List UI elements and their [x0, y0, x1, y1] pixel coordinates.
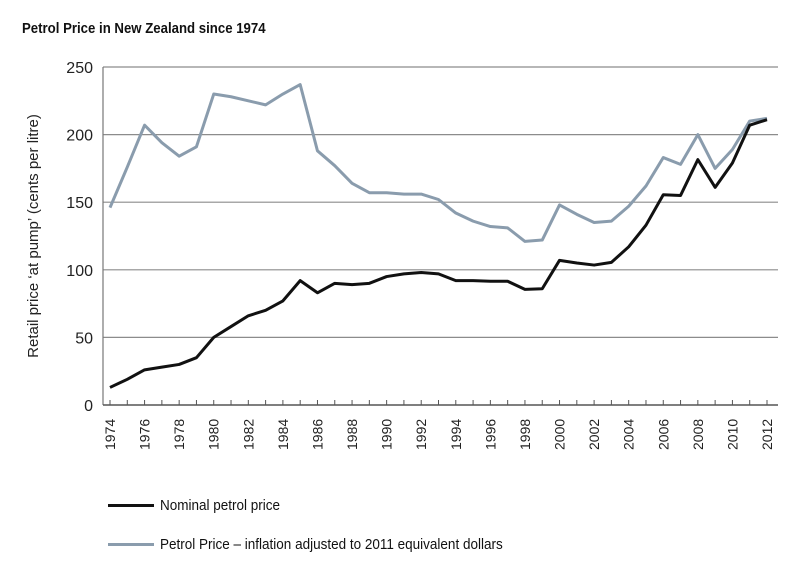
- x-tick-label: 2006: [655, 419, 671, 450]
- legend-item-nominal: Nominal petrol price: [108, 497, 293, 514]
- legend-label-nominal: Nominal petrol price: [160, 497, 281, 514]
- series-line-adjusted: [108, 83, 768, 243]
- x-tick-label: 1986: [309, 419, 325, 450]
- x-tick-label: 1988: [344, 419, 360, 450]
- x-tick-label: 1994: [448, 419, 464, 450]
- legend-item-adjusted: Petrol Price – inflation adjusted to 201…: [108, 536, 541, 553]
- y-tick-label: 250: [66, 60, 93, 77]
- x-tick-label: 2004: [621, 419, 637, 450]
- x-tick-label: 1990: [379, 419, 395, 450]
- legend-swatch-adjusted: [108, 543, 154, 546]
- y-tick-label: 100: [66, 263, 93, 280]
- legend-label-adjusted: Petrol Price – inflation adjusted to 201…: [160, 536, 503, 553]
- x-tick-label: 1984: [275, 419, 291, 450]
- x-tick-label: 1974: [102, 419, 118, 450]
- x-tick-label: 1982: [240, 419, 256, 450]
- x-tick-label: 2008: [690, 419, 706, 450]
- x-tick-label: 1996: [482, 419, 498, 450]
- x-tick-label: 1976: [137, 419, 153, 450]
- chart-title: Petrol Price in New Zealand since 1974: [22, 20, 266, 37]
- y-tick-label: 50: [75, 330, 93, 347]
- x-tick-label: 2010: [724, 419, 740, 450]
- x-tick-label: 2002: [586, 419, 602, 450]
- y-tick-label: 200: [66, 128, 93, 145]
- x-tick-label: 1980: [206, 419, 222, 450]
- x-tick-label: 2012: [759, 419, 775, 450]
- x-tick-label: 2000: [552, 419, 568, 450]
- y-tick-label: 150: [66, 195, 93, 212]
- x-tick-label: 1978: [171, 419, 187, 450]
- y-tick-label: 0: [84, 398, 93, 415]
- legend-swatch-nominal: [108, 504, 154, 507]
- x-tick-label: 1992: [413, 419, 429, 450]
- x-tick-label: 1998: [517, 419, 533, 450]
- y-axis-label: Retail price ‘at pump’ (cents per litre): [25, 114, 42, 358]
